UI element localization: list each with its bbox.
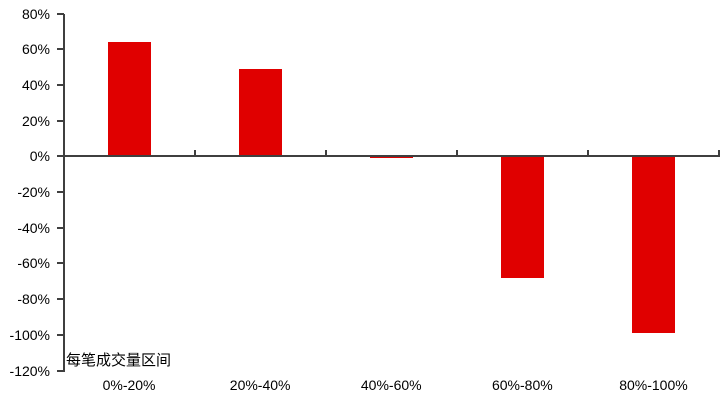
- x-axis-line: [62, 155, 720, 158]
- x-axis-category-label: 40%-60%: [360, 377, 422, 393]
- y-axis-tick-label: -20%: [17, 184, 50, 200]
- y-axis-line: [62, 13, 65, 372]
- x-axis-category-label: 20%-40%: [229, 377, 291, 393]
- y-axis-tick-label: -40%: [17, 219, 50, 236]
- x-axis-tick: [718, 150, 720, 158]
- x-axis-tick: [193, 150, 196, 158]
- y-axis-tick: [56, 119, 64, 122]
- y-axis-tick: [56, 83, 64, 86]
- x-axis-category-label: 60%-80%: [491, 377, 553, 393]
- x-axis-tick: [586, 150, 589, 158]
- y-axis-tick-label: 40%: [21, 76, 50, 93]
- y-axis-tick-label: 60%: [21, 41, 50, 58]
- y-axis-tick: [56, 48, 64, 51]
- y-axis-tick: [56, 12, 64, 15]
- bar-segment: [631, 156, 675, 333]
- y-axis-tick: [56, 262, 64, 265]
- x-axis-tick: [324, 150, 327, 158]
- y-axis-tick-label: 80%: [21, 5, 50, 22]
- y-axis-tick: [56, 226, 64, 229]
- bar-segment: [238, 68, 282, 157]
- bar-segment: [500, 156, 544, 278]
- x-axis-category-label: 80%-100%: [619, 377, 688, 393]
- bar-segment: [107, 42, 151, 157]
- y-axis-tick-label: -100%: [9, 326, 50, 343]
- y-axis-tick-label: -60%: [17, 255, 50, 272]
- y-axis-tick: [56, 155, 64, 158]
- y-axis-tick: [56, 369, 64, 372]
- y-axis-tick-label: 0%: [29, 148, 50, 165]
- x-axis-category-label: 0%-20%: [102, 377, 156, 393]
- x-axis-tick: [455, 150, 458, 158]
- y-axis-tick-label: 20%: [21, 112, 50, 129]
- y-axis-tick-label: -120%: [9, 362, 50, 379]
- y-axis-tick: [56, 333, 64, 336]
- x-axis-title: 每笔成交量区间: [66, 352, 172, 369]
- y-axis-tick-label: -80%: [17, 291, 50, 308]
- y-axis-tick: [56, 191, 64, 193]
- y-axis-tick: [56, 298, 64, 301]
